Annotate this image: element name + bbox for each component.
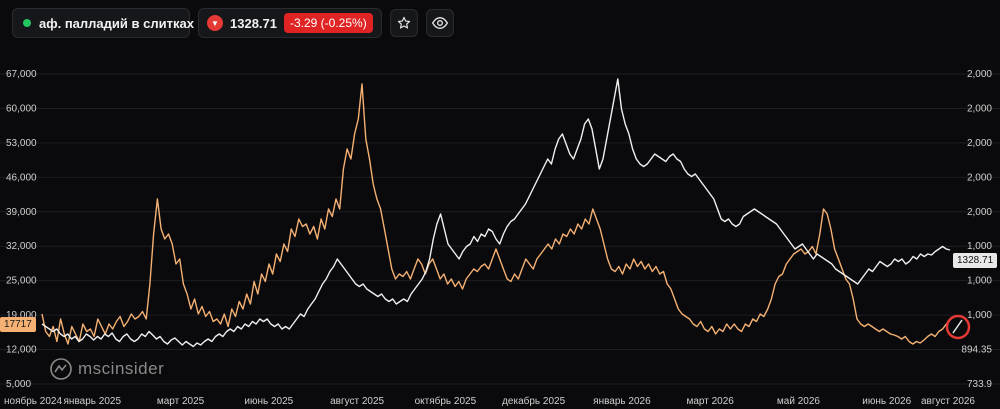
eye-icon	[431, 16, 448, 30]
right-axis-tick-label: 2,000	[967, 172, 992, 183]
series-line-white	[41, 78, 951, 348]
x-axis-tick-label: октябрь 2025	[415, 395, 477, 407]
x-axis-tick-label: март 2025	[157, 396, 205, 407]
down-arrow-icon: ▼	[207, 15, 223, 31]
x-axis: ноябрь 2024 январь 2025 март 2025 июнь 2025…	[4, 395, 975, 407]
left-axis-tick-label: 19,000	[6, 310, 37, 321]
left-axis-tick-label: 39,000	[6, 207, 37, 218]
left-axis-tick-label: 67,000	[6, 69, 37, 80]
x-axis-tick-label: январь 2025	[64, 396, 122, 407]
right-axis: 2,000 2,000 2,000 2,000 2,000 1,000 1,000 1,000…	[961, 69, 992, 390]
msc-logo-icon	[50, 358, 72, 380]
current-point-marker	[945, 314, 971, 340]
right-axis-tick-label: 2,000	[967, 103, 992, 114]
favorite-button[interactable]	[389, 9, 418, 37]
right-axis-tick-label: 894.35	[961, 345, 992, 356]
logo-text: mscinsider	[78, 359, 165, 378]
chart-grid	[0, 73, 1000, 385]
x-axis-tick-label: январь 2026	[593, 396, 651, 407]
right-axis-tick-label: 2,000	[967, 69, 992, 80]
visibility-button[interactable]	[425, 9, 454, 37]
x-axis-tick-label: август 2025	[330, 396, 384, 407]
right-axis-tick-label: 1,000	[967, 276, 992, 287]
left-axis-tick-label: 12,000	[6, 345, 37, 356]
price-display: ▼ 1328.71 -3.29 (-0.25%)	[198, 8, 382, 38]
left-axis: 67,000 60,000 53,000 46,000 39,000 32,000 25,0…	[6, 69, 37, 390]
current-point-tick	[952, 319, 963, 334]
x-axis-tick-label: ноябрь 2024	[4, 395, 62, 407]
left-axis-tick-label: 5,000	[6, 379, 31, 390]
x-axis-tick-label: июнь 2026	[862, 396, 911, 407]
current-price: 1328.71	[230, 15, 277, 31]
instrument-selector[interactable]: аф. палладий в слитках ⌄	[12, 8, 211, 38]
live-status-dot-icon	[23, 19, 31, 27]
right-axis-tick-label: 2,000	[967, 138, 992, 149]
x-axis-tick-label: август 2026	[921, 396, 975, 407]
logo: mscinsider	[50, 358, 164, 380]
instrument-name: аф. палладий в слитках	[39, 15, 194, 31]
left-current-value-tag: 17717	[0, 317, 36, 332]
price-change-badge: -3.29 (-0.25%)	[284, 13, 373, 33]
right-axis-tick-label: 1,000	[967, 310, 992, 321]
chart-marks	[945, 314, 971, 340]
right-axis-tick-label: 733.9	[967, 379, 992, 390]
right-axis-tick-label: 1,000	[967, 241, 992, 252]
series-lines	[41, 78, 951, 348]
x-axis-tick-label: декабрь 2025	[502, 395, 566, 407]
star-icon	[397, 16, 410, 29]
chart-toolbar: аф. палладий в слитках ⌄ ▼ 1328.71 -3.29…	[12, 8, 454, 38]
left-axis-tick-label: 53,000	[6, 138, 37, 149]
series-line-orange	[41, 83, 951, 345]
x-axis-tick-label: март 2026	[686, 396, 734, 407]
right-current-value-tag: 1328.71	[953, 253, 998, 268]
left-axis-tick-label: 60,000	[6, 103, 37, 114]
x-axis-tick-label: май 2026	[777, 396, 820, 407]
right-axis-tick-label: 2,000	[967, 207, 992, 218]
left-axis-tick-label: 25,000	[6, 276, 37, 287]
x-axis-tick-label: июнь 2025	[244, 396, 293, 407]
left-axis-tick-label: 46,000	[6, 172, 37, 183]
left-axis-tick-label: 32,000	[6, 241, 37, 252]
